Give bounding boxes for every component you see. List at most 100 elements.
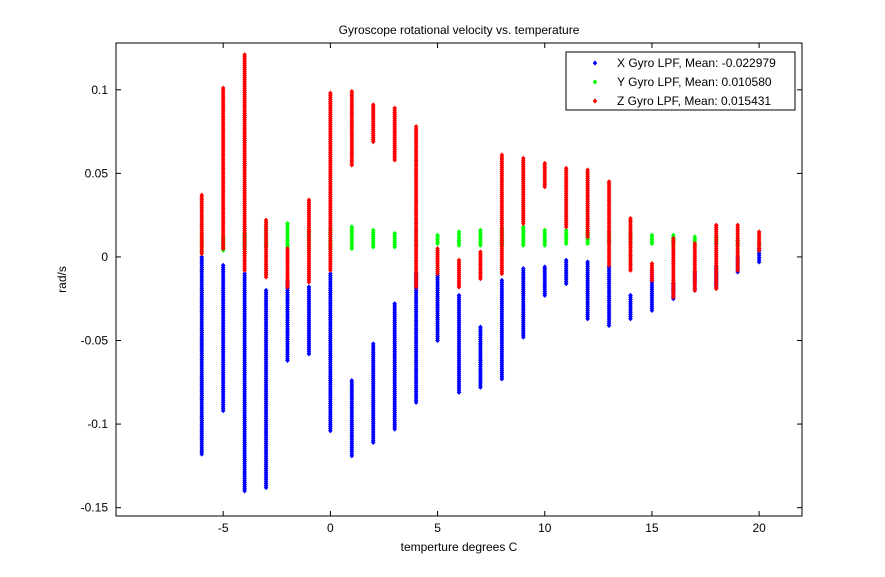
data-point bbox=[456, 389, 462, 395]
data-point bbox=[606, 262, 612, 268]
data-column bbox=[713, 222, 719, 292]
data-point bbox=[435, 271, 440, 277]
legend-entry: X Gyro LPF, Mean: -0.022979 bbox=[617, 56, 776, 70]
data-point bbox=[585, 234, 590, 240]
data-column bbox=[649, 261, 655, 283]
y-tick-label: 0 bbox=[101, 250, 108, 264]
data-column bbox=[328, 90, 333, 273]
data-point bbox=[649, 240, 655, 247]
data-point bbox=[628, 267, 633, 273]
data-column bbox=[392, 105, 397, 163]
data-column bbox=[435, 232, 440, 247]
y-tick-label: 0.05 bbox=[85, 166, 109, 180]
data-column bbox=[542, 160, 548, 190]
data-column bbox=[328, 271, 333, 434]
x-tick-label: 0 bbox=[327, 521, 334, 535]
data-column bbox=[285, 245, 290, 290]
data-column bbox=[306, 284, 312, 357]
data-column bbox=[242, 52, 247, 273]
data-point bbox=[521, 242, 526, 248]
data-column bbox=[499, 277, 505, 382]
data-point bbox=[349, 162, 355, 168]
data-point bbox=[370, 439, 376, 446]
x-tick-label: 20 bbox=[752, 521, 766, 535]
data-point bbox=[585, 316, 590, 322]
data-column bbox=[606, 179, 612, 268]
y-tick-label: -0.15 bbox=[81, 501, 109, 515]
data-point bbox=[563, 240, 569, 247]
series-z-gyro bbox=[199, 52, 762, 300]
data-point bbox=[628, 316, 633, 322]
data-column bbox=[220, 262, 226, 414]
data-point bbox=[349, 453, 355, 459]
data-column bbox=[349, 378, 355, 459]
data-point bbox=[499, 376, 505, 382]
data-column bbox=[521, 155, 526, 227]
data-point bbox=[349, 245, 355, 252]
data-point bbox=[478, 384, 483, 390]
data-point bbox=[563, 281, 569, 287]
legend-entry: Z Gyro LPF, Mean: 0.015431 bbox=[617, 94, 771, 108]
data-point bbox=[521, 220, 526, 227]
legend-marker bbox=[592, 98, 598, 104]
data-point bbox=[649, 277, 655, 283]
data-column bbox=[563, 257, 569, 287]
data-point bbox=[199, 451, 205, 457]
data-point bbox=[263, 274, 269, 280]
axes-frame bbox=[115, 42, 803, 517]
data-point bbox=[563, 224, 569, 230]
data-column bbox=[542, 227, 548, 248]
data-point bbox=[413, 284, 419, 290]
data-column bbox=[370, 102, 376, 145]
data-point bbox=[285, 284, 290, 290]
data-point bbox=[456, 242, 462, 248]
data-point bbox=[435, 337, 440, 344]
data-point bbox=[285, 357, 290, 364]
data-column bbox=[456, 229, 462, 248]
data-point bbox=[671, 294, 676, 300]
series-x-gyro bbox=[199, 245, 762, 494]
data-point bbox=[756, 259, 762, 265]
data-point bbox=[542, 184, 548, 190]
data-column bbox=[392, 301, 397, 432]
data-column bbox=[242, 271, 247, 494]
y-tick-label: 0.1 bbox=[91, 83, 108, 97]
x-tick-label: 5 bbox=[434, 521, 441, 535]
data-point bbox=[306, 351, 312, 357]
data-point bbox=[606, 322, 612, 329]
data-column bbox=[478, 249, 483, 282]
y-axis-label: rad/s bbox=[55, 266, 69, 293]
data-point bbox=[585, 240, 590, 247]
x-tick-label: -5 bbox=[218, 521, 229, 535]
chart-title: Gyroscope rotational velocity vs. temper… bbox=[339, 23, 580, 37]
data-point bbox=[542, 292, 548, 298]
data-column bbox=[370, 341, 376, 446]
data-column bbox=[521, 266, 526, 340]
x-axis-label: temperture degrees C bbox=[401, 540, 518, 554]
data-column bbox=[199, 254, 205, 457]
data-column bbox=[456, 292, 462, 395]
data-point bbox=[649, 307, 655, 314]
data-point bbox=[328, 428, 333, 434]
data-point bbox=[478, 276, 483, 282]
data-point bbox=[542, 242, 548, 248]
data-marks bbox=[199, 52, 762, 494]
data-column bbox=[542, 264, 548, 298]
y-tick-label: -0.05 bbox=[81, 334, 109, 348]
data-column bbox=[735, 222, 740, 273]
x-tick-label: 15 bbox=[645, 521, 659, 535]
axis-ticks: -5 0 5 10 15 20 -0.15 -0.1 -0.05 0 0.05 0.1 bbox=[81, 43, 802, 535]
x-tick-label: 10 bbox=[538, 521, 552, 535]
data-column bbox=[628, 292, 633, 322]
data-point bbox=[306, 279, 312, 285]
legend-entry: Y Gyro LPF, Mean: 0.010580 bbox=[617, 75, 772, 89]
data-column bbox=[585, 167, 590, 240]
data-column bbox=[628, 215, 633, 273]
data-column bbox=[563, 227, 569, 247]
data-point bbox=[392, 157, 397, 163]
data-point bbox=[370, 244, 376, 250]
data-point bbox=[328, 267, 333, 273]
legend-marker bbox=[592, 60, 598, 66]
data-column bbox=[499, 152, 505, 277]
